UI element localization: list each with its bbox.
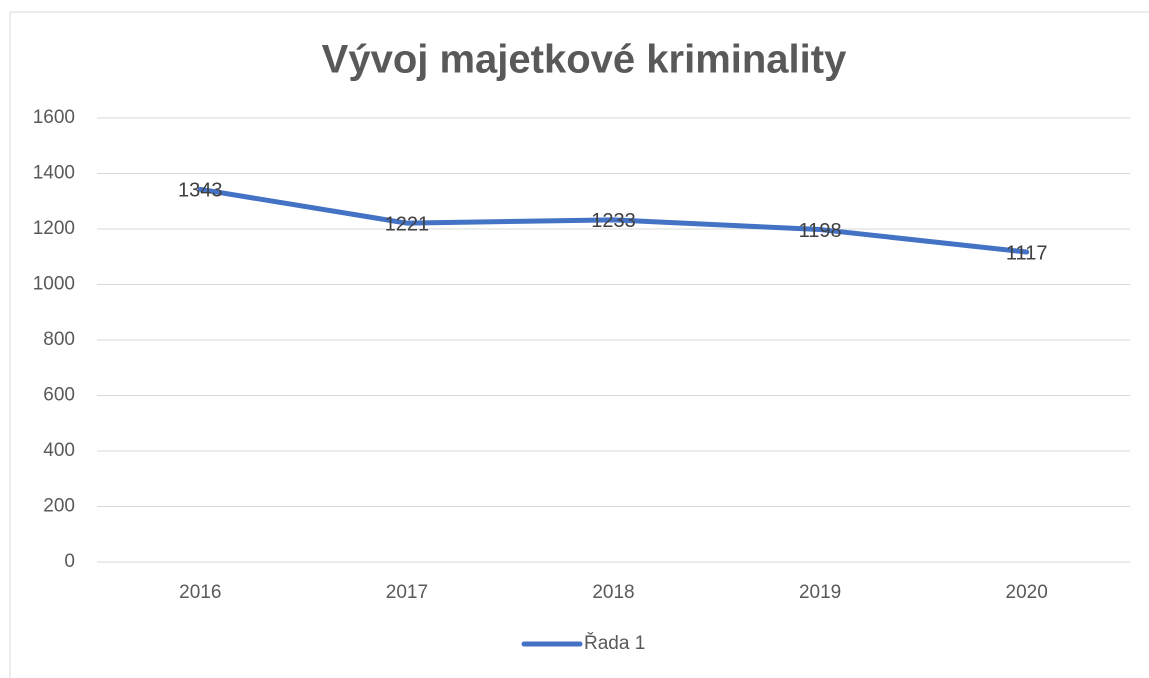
x-tick-label: 2017: [386, 582, 428, 603]
y-tick-label: 1200: [33, 218, 75, 239]
y-tick-label: 1400: [33, 163, 75, 184]
y-tick-label: 0: [64, 551, 75, 572]
x-tick-label: 2019: [799, 582, 841, 603]
data-label: 1221: [385, 213, 430, 235]
legend-label: Řada 1: [584, 632, 645, 654]
y-tick-label: 1000: [33, 274, 75, 295]
y-tick-label: 600: [43, 385, 75, 406]
series-line: [197, 186, 1030, 255]
data-label: 1117: [1006, 242, 1048, 264]
chart-title: Vývoj majetkové kriminality: [322, 38, 847, 82]
x-tick-label: 2020: [1006, 582, 1048, 603]
y-tick-label: 1600: [33, 107, 75, 128]
y-tick-label: 200: [43, 496, 75, 517]
data-label: 1198: [799, 220, 842, 242]
data-label: 1343: [178, 180, 223, 202]
data-label: 1233: [591, 210, 636, 232]
y-tick-label: 400: [43, 440, 75, 461]
x-tick-label: 2018: [592, 582, 634, 603]
y-tick-label: 800: [43, 329, 75, 350]
x-tick-label: 2016: [179, 582, 221, 603]
